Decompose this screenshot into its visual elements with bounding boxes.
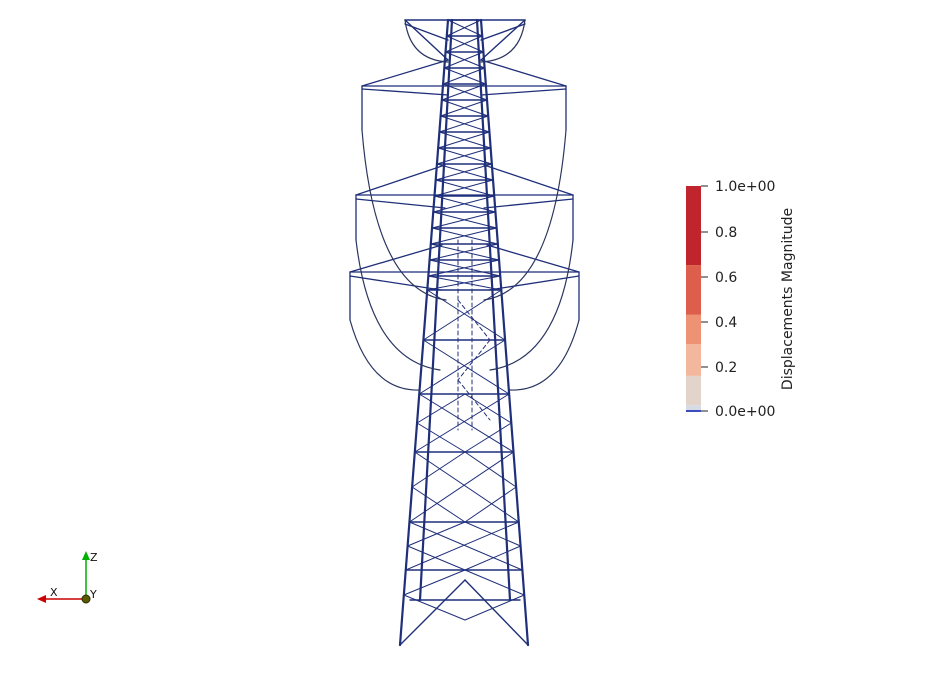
brace-b-13 bbox=[430, 227, 498, 245]
scalar-bar-segment-1 bbox=[686, 375, 701, 406]
y-axis-label: Y bbox=[89, 588, 97, 601]
brace-b-15 bbox=[427, 259, 500, 277]
scalar-bar-ticks: 1.0e+00 0.8 0.6 0.4 0.2 0.0e+00 bbox=[701, 179, 775, 420]
diamond-d-3 bbox=[464, 594, 525, 621]
scalar-bar-segment-4 bbox=[686, 265, 701, 315]
brace-a-20 bbox=[414, 451, 520, 523]
brace-b-18 bbox=[418, 339, 506, 395]
x-axis-arrow bbox=[37, 595, 46, 603]
brace-b-0 bbox=[446, 19, 482, 37]
cross-arm-upper bbox=[361, 59, 567, 131]
brace-b-14 bbox=[429, 243, 499, 261]
scalar-bar-segment-0 bbox=[686, 405, 701, 412]
diamond-d-0 bbox=[464, 422, 512, 453]
scalar-bar-low-color bbox=[686, 410, 701, 412]
diamond-a-2 bbox=[407, 521, 466, 547]
z-axis-label: Z bbox=[90, 551, 98, 564]
scalar-bar[interactable]: 1.0e+00 0.8 0.6 0.4 0.2 0.0e+00 Displacements… bbox=[686, 179, 796, 420]
brace-b-9 bbox=[435, 163, 493, 181]
brace-b-2 bbox=[443, 51, 484, 69]
brace-b-5 bbox=[440, 99, 488, 117]
scalar-bar-tick-label-0: 1.0e+00 bbox=[715, 179, 775, 195]
diamond-c-0 bbox=[416, 422, 466, 453]
tower-struts bbox=[404, 19, 524, 571]
orientation-axes-widget: Z X Y bbox=[37, 551, 98, 604]
x-axis-label: X bbox=[50, 586, 58, 599]
brace-a-18 bbox=[422, 339, 510, 395]
brace-b-17 bbox=[422, 289, 502, 341]
diamond-b-3 bbox=[464, 569, 525, 596]
inner-dashed-members bbox=[457, 239, 491, 431]
diamond-a-1 bbox=[411, 451, 466, 488]
brace-a-21 bbox=[408, 521, 523, 571]
diamond-b-2 bbox=[464, 521, 522, 547]
cross-arm-lower bbox=[349, 244, 580, 321]
brace-b-3 bbox=[442, 67, 486, 85]
scalar-bar-segment-2 bbox=[686, 344, 701, 376]
brace-b-20 bbox=[408, 451, 514, 523]
scalar-bar-tick-label-1: 0.8 bbox=[715, 225, 737, 241]
diamond-a-0 bbox=[416, 393, 466, 424]
brace-b-12 bbox=[431, 211, 496, 229]
tower-base bbox=[399, 579, 529, 646]
brace-b-19 bbox=[414, 393, 510, 453]
brace-b-4 bbox=[441, 83, 487, 101]
diamond-c-1 bbox=[411, 486, 466, 523]
brace-b-10 bbox=[433, 179, 494, 197]
brace-b-6 bbox=[438, 115, 489, 133]
scalar-bar-tick-label-3: 0.4 bbox=[715, 315, 737, 331]
diamond-c-3 bbox=[403, 594, 466, 621]
y-axis-origin bbox=[81, 594, 91, 604]
scalar-bar-segments bbox=[686, 186, 701, 412]
diamond-c-2 bbox=[407, 545, 466, 571]
brace-a-19 bbox=[418, 393, 514, 453]
z-axis-arrow bbox=[82, 551, 90, 560]
brace-a-0 bbox=[447, 19, 483, 37]
conductor-cables bbox=[349, 19, 580, 391]
scalar-bar-segment-5 bbox=[686, 186, 701, 266]
tower-bracing bbox=[403, 19, 525, 621]
tower-top-arm bbox=[404, 19, 526, 61]
diamond-d-2 bbox=[464, 545, 522, 571]
brace-b-1 bbox=[445, 35, 483, 53]
scalar-bar-tick-label-5: 0.0e+00 bbox=[715, 404, 775, 420]
transmission-tower-model bbox=[349, 18, 580, 647]
brace-b-8 bbox=[436, 147, 492, 165]
scalar-bar-segment-3 bbox=[686, 314, 701, 345]
scalar-bar-tick-label-2: 0.6 bbox=[715, 270, 737, 286]
scalar-bar-tick-label-4: 0.2 bbox=[715, 360, 737, 376]
diamond-a-3 bbox=[403, 569, 466, 596]
brace-b-16 bbox=[426, 275, 501, 291]
brace-b-7 bbox=[437, 131, 490, 149]
brace-b-11 bbox=[432, 195, 495, 213]
diamond-d-1 bbox=[464, 486, 517, 523]
diamond-b-1 bbox=[464, 451, 517, 488]
scalar-bar-title: Displacements Magnitude bbox=[780, 208, 796, 390]
brace-b-21 bbox=[405, 521, 520, 571]
